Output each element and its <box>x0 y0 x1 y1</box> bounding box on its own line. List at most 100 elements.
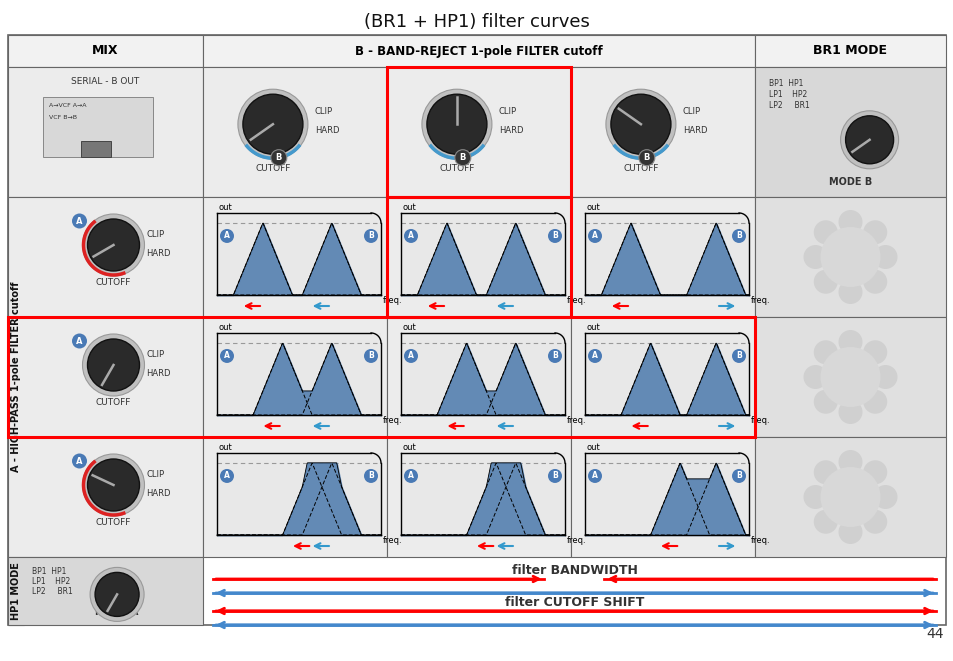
Text: B - BAND-REJECT 1-pole FILTER cutoff: B - BAND-REJECT 1-pole FILTER cutoff <box>355 44 602 58</box>
Text: LP2     BR1: LP2 BR1 <box>32 587 72 596</box>
Bar <box>203 437 387 557</box>
Text: 44: 44 <box>925 627 943 641</box>
Bar <box>8 197 24 557</box>
Circle shape <box>88 459 139 511</box>
Text: freq.: freq. <box>566 536 586 545</box>
Circle shape <box>813 340 837 364</box>
Circle shape <box>88 219 139 271</box>
Text: A: A <box>592 352 598 360</box>
Text: A: A <box>224 352 230 360</box>
Text: A - HIGH-PASS 1-pole FILTER cutoff: A - HIGH-PASS 1-pole FILTER cutoff <box>11 282 21 472</box>
Circle shape <box>840 111 898 169</box>
Circle shape <box>731 229 745 243</box>
Text: CUTOFF: CUTOFF <box>438 164 474 173</box>
Text: HARD: HARD <box>498 126 523 136</box>
Circle shape <box>364 229 377 243</box>
Bar <box>203 317 387 437</box>
Bar <box>584 213 748 295</box>
Circle shape <box>862 340 886 364</box>
Circle shape <box>639 149 654 166</box>
Circle shape <box>802 485 826 509</box>
Circle shape <box>587 349 601 363</box>
Circle shape <box>731 469 745 483</box>
Circle shape <box>731 349 745 363</box>
Circle shape <box>587 469 601 483</box>
Text: A: A <box>408 352 414 360</box>
Circle shape <box>421 89 492 159</box>
Text: BR1 MODE: BR1 MODE <box>813 44 886 58</box>
Circle shape <box>862 390 886 414</box>
Bar <box>754 67 945 197</box>
Text: A: A <box>592 471 598 481</box>
Text: BP1  HP1: BP1 HP1 <box>32 567 67 576</box>
Circle shape <box>71 334 87 348</box>
Bar <box>43 97 152 157</box>
Circle shape <box>605 89 676 159</box>
Text: A: A <box>76 217 83 225</box>
Circle shape <box>862 220 886 245</box>
Circle shape <box>820 347 880 407</box>
Text: B: B <box>736 352 741 360</box>
Text: out: out <box>219 323 233 332</box>
Circle shape <box>838 400 862 424</box>
Text: HARD: HARD <box>147 489 171 498</box>
Text: LP2     BR1: LP2 BR1 <box>768 101 809 110</box>
Bar <box>754 317 945 437</box>
Circle shape <box>82 454 144 516</box>
Circle shape <box>802 245 826 269</box>
Text: HP1 MODE: HP1 MODE <box>11 562 21 620</box>
Circle shape <box>862 460 886 485</box>
Text: HARD: HARD <box>682 126 707 136</box>
Circle shape <box>813 270 837 293</box>
Bar <box>8 35 945 625</box>
Bar <box>400 453 564 535</box>
Circle shape <box>220 469 233 483</box>
Circle shape <box>455 149 471 166</box>
Bar <box>203 197 387 317</box>
Bar <box>8 557 24 625</box>
Bar <box>8 67 203 197</box>
Circle shape <box>364 469 377 483</box>
Bar <box>203 35 754 67</box>
Circle shape <box>547 349 561 363</box>
Circle shape <box>862 270 886 293</box>
Circle shape <box>862 510 886 533</box>
Bar <box>400 213 564 295</box>
Text: A: A <box>408 231 414 241</box>
Circle shape <box>220 349 233 363</box>
Text: B: B <box>368 471 374 481</box>
Text: CLIP: CLIP <box>147 230 165 239</box>
Bar <box>8 557 203 625</box>
Text: CUTOFF: CUTOFF <box>622 164 658 173</box>
Text: B: B <box>459 153 465 162</box>
Text: (BR1 + HP1) filter curves: (BR1 + HP1) filter curves <box>364 13 589 31</box>
Text: B: B <box>736 471 741 481</box>
Circle shape <box>88 339 139 391</box>
Text: freq.: freq. <box>566 416 586 425</box>
Text: B: B <box>552 231 558 241</box>
Circle shape <box>220 229 233 243</box>
Bar <box>571 197 754 317</box>
Circle shape <box>813 460 837 485</box>
Text: freq.: freq. <box>750 416 770 425</box>
Text: A: A <box>76 336 83 346</box>
Text: CLIP: CLIP <box>682 107 700 116</box>
Bar <box>387 197 571 317</box>
Circle shape <box>813 220 837 245</box>
Text: out: out <box>402 443 416 452</box>
Text: freq.: freq. <box>382 536 402 545</box>
Circle shape <box>820 227 880 287</box>
Circle shape <box>873 365 897 389</box>
Text: A: A <box>224 471 230 481</box>
Circle shape <box>547 229 561 243</box>
Bar <box>8 197 203 317</box>
Text: B: B <box>368 231 374 241</box>
Circle shape <box>873 485 897 509</box>
Bar <box>754 197 945 317</box>
Circle shape <box>95 572 139 617</box>
Bar <box>8 437 203 557</box>
Circle shape <box>838 450 862 474</box>
Circle shape <box>237 89 308 159</box>
Text: SERIAL - B OUT: SERIAL - B OUT <box>71 77 139 86</box>
Bar <box>571 317 754 437</box>
